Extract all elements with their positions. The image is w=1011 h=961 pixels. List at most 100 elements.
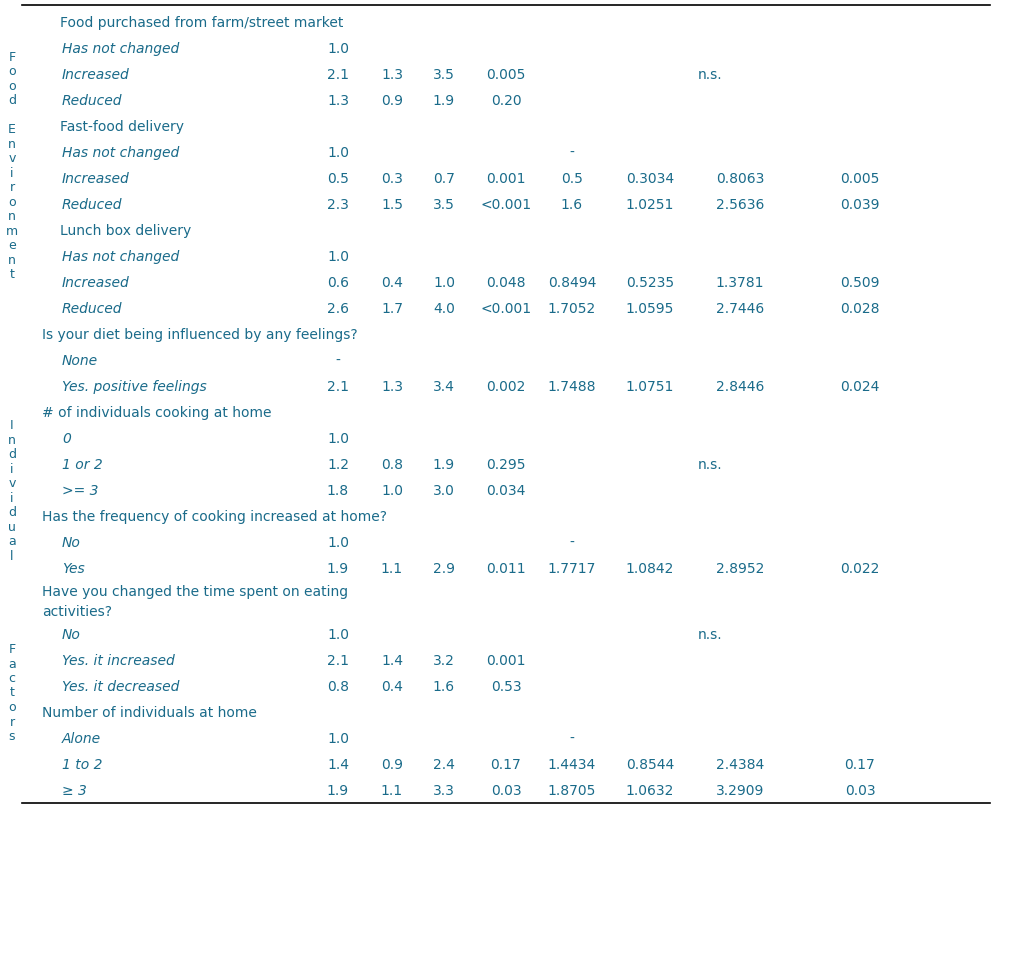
Text: -: - — [569, 535, 574, 550]
Text: 3.5: 3.5 — [433, 198, 455, 211]
Text: 0.03: 0.03 — [844, 783, 875, 798]
Text: 1 or 2: 1 or 2 — [62, 457, 103, 472]
Text: -: - — [336, 354, 340, 368]
Text: 0.001: 0.001 — [485, 653, 526, 667]
Text: 1.5: 1.5 — [380, 198, 402, 211]
Text: 0.8: 0.8 — [327, 679, 349, 693]
Text: 2.8446: 2.8446 — [715, 380, 763, 394]
Text: 2.3: 2.3 — [327, 198, 349, 211]
Text: 3.3: 3.3 — [433, 783, 455, 798]
Text: 1.0: 1.0 — [327, 535, 349, 550]
Text: F
a
c
t
o
r
s: F a c t o r s — [8, 642, 16, 742]
Text: 3.4: 3.4 — [433, 380, 455, 394]
Text: F
o
o
d
 
E
n
v
i
r
o
n
m
e
n
t: F o o d E n v i r o n m e n t — [6, 51, 18, 281]
Text: 0.048: 0.048 — [485, 276, 526, 289]
Text: 0.5: 0.5 — [327, 172, 349, 185]
Text: n.s.: n.s. — [697, 68, 722, 82]
Text: n.s.: n.s. — [697, 628, 722, 641]
Text: 0.5235: 0.5235 — [626, 276, 673, 289]
Text: 1.4: 1.4 — [380, 653, 402, 667]
Text: 1.9: 1.9 — [433, 94, 455, 108]
Text: Alone: Alone — [62, 731, 101, 745]
Text: 1.0595: 1.0595 — [625, 302, 673, 315]
Text: 0.024: 0.024 — [839, 380, 879, 394]
Text: I
n
d
i
v
i
d
u
a
l: I n d i v i d u a l — [8, 419, 16, 562]
Text: 1.3781: 1.3781 — [715, 276, 763, 289]
Text: 3.0: 3.0 — [433, 483, 455, 498]
Text: 2.9: 2.9 — [433, 561, 455, 576]
Text: Lunch box delivery: Lunch box delivery — [60, 224, 191, 237]
Text: 1.7: 1.7 — [380, 302, 402, 315]
Text: 0.53: 0.53 — [490, 679, 521, 693]
Text: No: No — [62, 535, 81, 550]
Text: 0.9: 0.9 — [380, 757, 402, 771]
Text: 1.3: 1.3 — [380, 380, 402, 394]
Text: 1.0: 1.0 — [327, 146, 349, 160]
Text: 0.03: 0.03 — [490, 783, 521, 798]
Text: 1.0751: 1.0751 — [625, 380, 673, 394]
Text: 0: 0 — [62, 431, 71, 446]
Text: 1.3: 1.3 — [327, 94, 349, 108]
Text: Reduced: Reduced — [62, 94, 122, 108]
Text: 1.8705: 1.8705 — [547, 783, 595, 798]
Text: 0.4: 0.4 — [381, 679, 402, 693]
Text: 1.1: 1.1 — [380, 783, 402, 798]
Text: ≥ 3: ≥ 3 — [62, 783, 87, 798]
Text: 0.20: 0.20 — [490, 94, 521, 108]
Text: 1.0251: 1.0251 — [625, 198, 673, 211]
Text: 1.9: 1.9 — [327, 561, 349, 576]
Text: 0.8063: 0.8063 — [715, 172, 763, 185]
Text: 1.0: 1.0 — [327, 42, 349, 56]
Text: -: - — [569, 731, 574, 745]
Text: Yes. it decreased: Yes. it decreased — [62, 679, 179, 693]
Text: 1.8: 1.8 — [327, 483, 349, 498]
Text: 2.1: 2.1 — [327, 380, 349, 394]
Text: 1.6: 1.6 — [560, 198, 582, 211]
Text: 1.7488: 1.7488 — [547, 380, 595, 394]
Text: 2.5636: 2.5636 — [715, 198, 763, 211]
Text: Increased: Increased — [62, 276, 129, 289]
Text: 1.2: 1.2 — [327, 457, 349, 472]
Text: Has the frequency of cooking increased at home?: Has the frequency of cooking increased a… — [42, 509, 386, 524]
Text: 1.0: 1.0 — [327, 431, 349, 446]
Text: 2.8952: 2.8952 — [715, 561, 763, 576]
Text: 0.005: 0.005 — [486, 68, 525, 82]
Text: 1.1: 1.1 — [380, 561, 402, 576]
Text: -: - — [569, 146, 574, 160]
Text: >= 3: >= 3 — [62, 483, 98, 498]
Text: 1.0: 1.0 — [327, 628, 349, 641]
Text: 0.3: 0.3 — [381, 172, 402, 185]
Text: Yes. it increased: Yes. it increased — [62, 653, 175, 667]
Text: 0.8544: 0.8544 — [625, 757, 673, 771]
Text: 1.9: 1.9 — [327, 783, 349, 798]
Text: 0.9: 0.9 — [380, 94, 402, 108]
Text: 0.028: 0.028 — [839, 302, 879, 315]
Text: Food purchased from farm/street market: Food purchased from farm/street market — [60, 16, 343, 30]
Text: 0.17: 0.17 — [844, 757, 875, 771]
Text: 0.4: 0.4 — [381, 276, 402, 289]
Text: 0.022: 0.022 — [839, 561, 879, 576]
Text: 1.6: 1.6 — [433, 679, 455, 693]
Text: 1.0: 1.0 — [433, 276, 455, 289]
Text: 0.5: 0.5 — [560, 172, 582, 185]
Text: 1.0842: 1.0842 — [625, 561, 673, 576]
Text: Yes: Yes — [62, 561, 85, 576]
Text: 0.6: 0.6 — [327, 276, 349, 289]
Text: <0.001: <0.001 — [480, 198, 531, 211]
Text: 1.0: 1.0 — [327, 731, 349, 745]
Text: Is your diet being influenced by any feelings?: Is your diet being influenced by any fee… — [42, 328, 357, 342]
Text: Has not changed: Has not changed — [62, 146, 179, 160]
Text: 1.3: 1.3 — [380, 68, 402, 82]
Text: 1.0632: 1.0632 — [625, 783, 673, 798]
Text: 0.8494: 0.8494 — [547, 276, 595, 289]
Text: Reduced: Reduced — [62, 302, 122, 315]
Text: Have you changed the time spent on eating: Have you changed the time spent on eatin… — [42, 585, 348, 599]
Text: activities?: activities? — [42, 604, 112, 618]
Text: Fast-food delivery: Fast-food delivery — [60, 120, 184, 134]
Text: 0.295: 0.295 — [485, 457, 526, 472]
Text: 2.4384: 2.4384 — [715, 757, 763, 771]
Text: 2.1: 2.1 — [327, 68, 349, 82]
Text: 2.4: 2.4 — [433, 757, 455, 771]
Text: 0.002: 0.002 — [486, 380, 525, 394]
Text: No: No — [62, 628, 81, 641]
